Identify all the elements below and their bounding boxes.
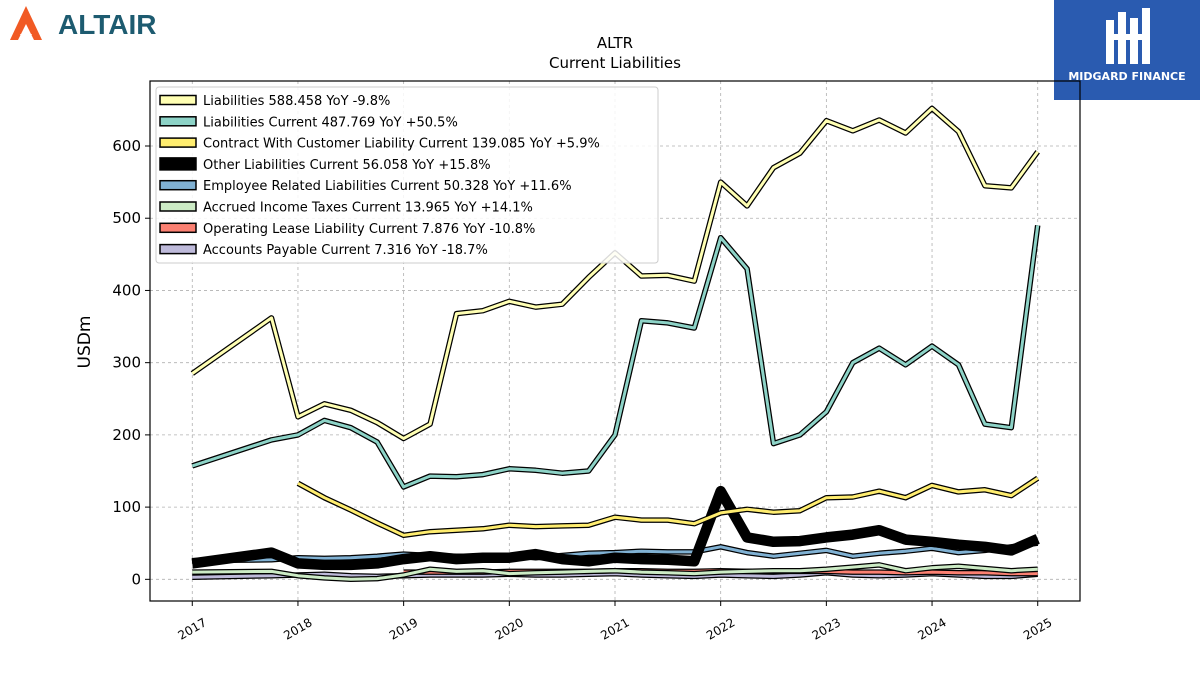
series-line-stroke <box>191 106 1039 440</box>
legend-label: Liabilities 588.458 YoY -9.8% <box>203 94 390 109</box>
x-tick-label: 2022 <box>704 615 737 642</box>
midgard-finance-text: MIDGARD FINANCE <box>1068 70 1186 83</box>
legend-swatch <box>159 137 197 148</box>
altair-logo: ALTAIR <box>6 4 196 44</box>
series-lines <box>190 105 1041 583</box>
series-line <box>192 540 1039 564</box>
legend-swatch <box>159 201 197 212</box>
legend-label: Accounts Payable Current 7.316 YoY -18.7… <box>203 243 488 258</box>
x-tick-label: 2025 <box>1021 615 1054 642</box>
chart-title: ALTR <box>597 34 633 52</box>
legend-swatch <box>159 157 197 171</box>
x-tick-label: 2019 <box>387 615 420 642</box>
series-line-stroke <box>192 563 1038 581</box>
y-tick-label: 300 <box>112 354 141 372</box>
legend-swatch <box>159 116 197 127</box>
series-line-stroke <box>191 487 1040 569</box>
legend-label: Other Liabilities Current 56.058 YoY +15… <box>203 158 491 173</box>
x-tick-label: 2017 <box>176 615 209 642</box>
legend-box <box>155 86 659 264</box>
y-tick-label: 500 <box>112 209 141 227</box>
altair-logo-text: ALTAIR <box>58 9 157 40</box>
midgard-mark-icon <box>1106 8 1150 64</box>
series-line <box>192 562 1038 583</box>
series-line <box>191 485 1040 571</box>
y-tick-label: 100 <box>112 498 141 516</box>
series-line <box>190 105 1040 442</box>
altair-logo-icon <box>10 6 42 40</box>
series-line-stroke <box>297 476 1039 537</box>
legend-swatch <box>159 179 197 191</box>
y-axis-label: USDm <box>75 316 95 369</box>
y-tick-label: 400 <box>112 281 141 299</box>
legend: Liabilities 588.458 YoY -9.8% Liabilities… <box>155 86 659 264</box>
legend-swatch <box>159 222 197 234</box>
legend-label: Operating Lease Liability Current 7.876 … <box>203 222 535 237</box>
series-line-stroke <box>191 225 1040 489</box>
legend-label: Contract With Customer Liability Current… <box>203 137 600 152</box>
chart-subtitle: Current Liabilities <box>549 54 681 72</box>
x-tick-label: 2018 <box>281 615 314 642</box>
y-tick-label: 200 <box>112 426 141 444</box>
x-tick-label: 2021 <box>598 615 631 642</box>
legend-label: Liabilities Current 487.769 YoY +50.5% <box>203 115 458 130</box>
x-tick-label: 2020 <box>493 615 526 642</box>
series-line <box>191 225 1041 490</box>
series-line <box>296 475 1040 539</box>
y-tick-label: 0 <box>131 570 141 588</box>
legend-swatch <box>159 243 197 255</box>
legend-swatch <box>159 94 197 106</box>
legend-label: Accrued Income Taxes Current 13.965 YoY … <box>203 201 533 216</box>
x-tick-label: 2023 <box>810 615 843 642</box>
series-line-stroke <box>192 541 1038 563</box>
midgard-finance-logo: MIDGARD FINANCE <box>1054 0 1200 100</box>
legend-label: Employee Related Liabilities Current 50.… <box>203 179 572 194</box>
y-tick-label: 600 <box>112 137 141 155</box>
x-tick-label: 2024 <box>915 615 948 642</box>
